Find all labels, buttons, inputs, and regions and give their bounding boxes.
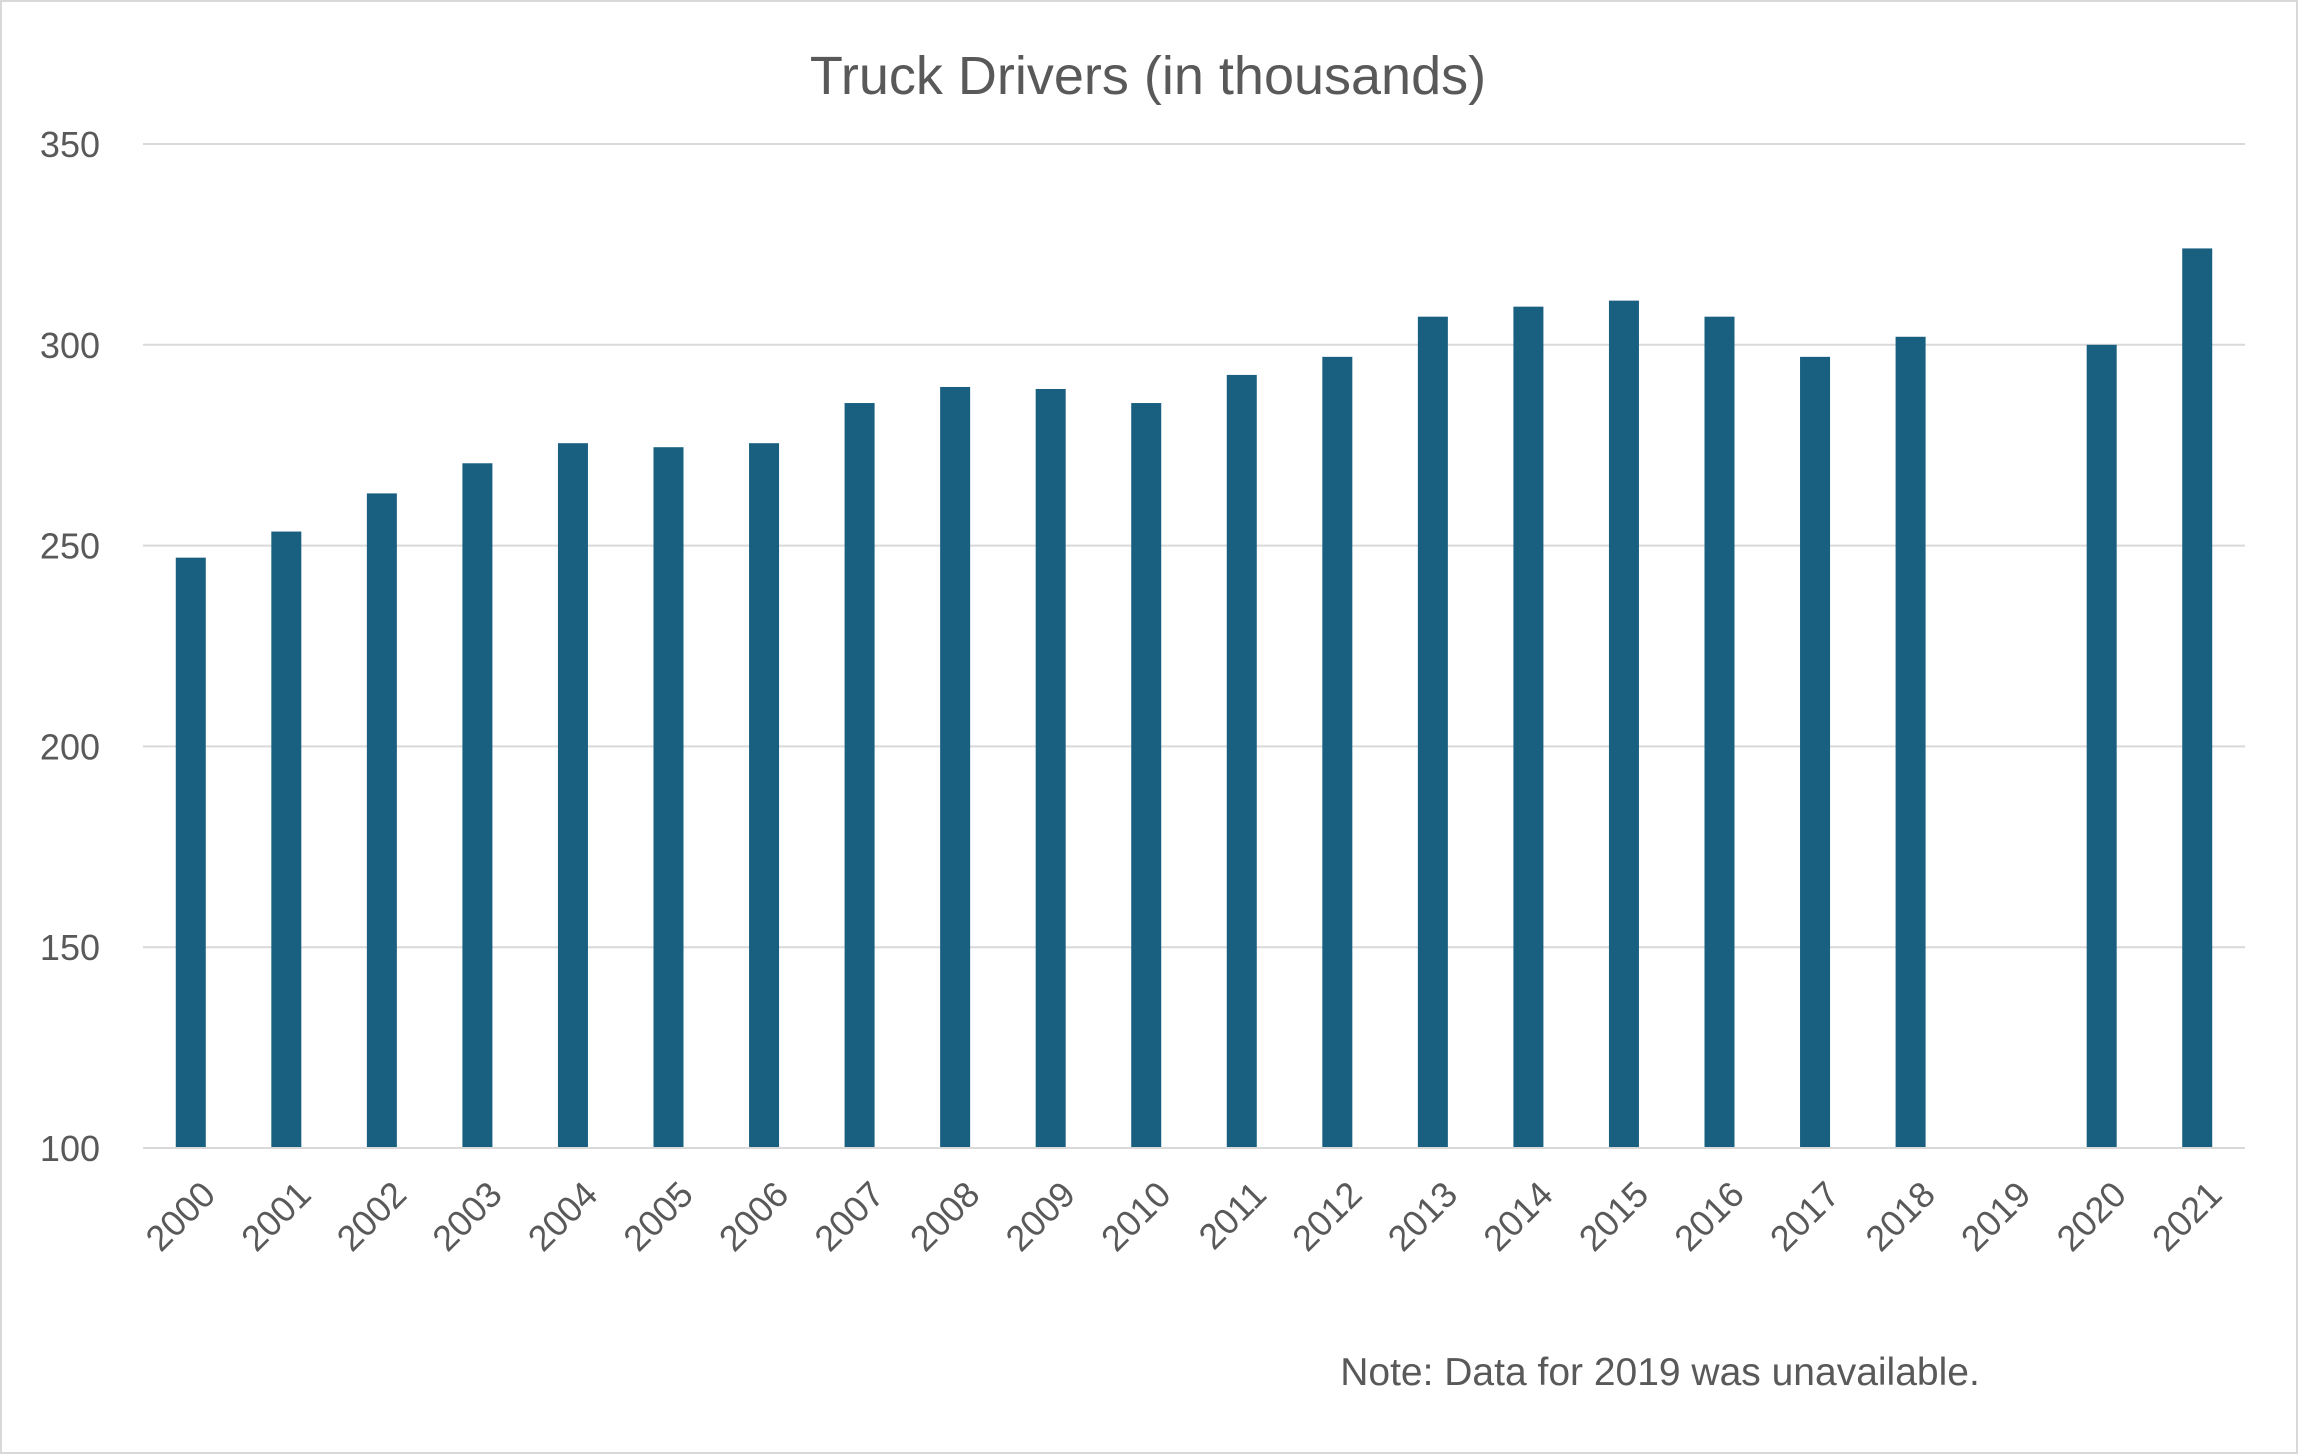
x-tick-label: 2003 bbox=[424, 1173, 510, 1259]
y-tick-label: 150 bbox=[40, 927, 100, 968]
y-tick-label: 100 bbox=[40, 1128, 100, 1169]
bar-2018 bbox=[1895, 336, 1926, 1148]
bar-2001 bbox=[271, 531, 302, 1148]
x-tick-label: 2009 bbox=[997, 1173, 1083, 1259]
bar-2004 bbox=[557, 443, 588, 1148]
bar-2010 bbox=[1131, 403, 1162, 1149]
bar-2008 bbox=[940, 386, 971, 1148]
x-tick-label: 2018 bbox=[1857, 1173, 1943, 1259]
bar-2000 bbox=[175, 557, 206, 1148]
x-tick-label: 2016 bbox=[1666, 1173, 1752, 1259]
bar-2021 bbox=[2182, 248, 2213, 1148]
bar-2007 bbox=[844, 403, 875, 1149]
chart-note: Note: Data for 2019 was unavailable. bbox=[1340, 1351, 1980, 1394]
y-tick-label: 350 bbox=[40, 124, 100, 165]
x-tick-label: 2005 bbox=[615, 1173, 701, 1259]
x-tick-label: 2008 bbox=[902, 1173, 988, 1259]
y-tick-label: 200 bbox=[40, 726, 100, 767]
x-tick-label: 2015 bbox=[1571, 1173, 1657, 1259]
x-tick-label: 2019 bbox=[1953, 1173, 2039, 1259]
bar-2005 bbox=[653, 447, 684, 1148]
x-tick-label: 2020 bbox=[2048, 1173, 2134, 1259]
x-tick-label: 2004 bbox=[520, 1173, 606, 1259]
bar-2003 bbox=[462, 463, 493, 1149]
x-tick-label: 2012 bbox=[1284, 1173, 1370, 1259]
x-tick-label: 2021 bbox=[2144, 1173, 2230, 1259]
x-tick-label: 2007 bbox=[806, 1173, 892, 1259]
x-tick-label: 2014 bbox=[1475, 1173, 1561, 1259]
bar-2009 bbox=[1035, 388, 1066, 1148]
bar-2014 bbox=[1513, 306, 1544, 1148]
bar-2020 bbox=[2086, 344, 2117, 1148]
y-axis-ticks: 100 150 200 250 300 350 bbox=[40, 124, 100, 1169]
bar-2002 bbox=[366, 493, 397, 1149]
bar-2012 bbox=[1322, 356, 1353, 1148]
y-tick-label: 300 bbox=[40, 325, 100, 366]
x-tick-label: 2000 bbox=[137, 1173, 223, 1259]
bar-2011 bbox=[1226, 374, 1257, 1148]
bars bbox=[175, 248, 2213, 1149]
bar-2016 bbox=[1704, 316, 1735, 1148]
bar-2017 bbox=[1800, 356, 1831, 1148]
bar-2015 bbox=[1608, 300, 1639, 1148]
bar-2006 bbox=[749, 443, 780, 1148]
x-tick-label: 2006 bbox=[711, 1173, 797, 1259]
gridlines bbox=[143, 143, 2245, 949]
bar-2013 bbox=[1417, 316, 1448, 1148]
x-tick-label: 2013 bbox=[1380, 1173, 1466, 1259]
x-tick-label: 2011 bbox=[1190, 1173, 1274, 1257]
x-axis-ticks: 2000 2001 2002 2003 2004 2005 2006 2007 2008 2009… bbox=[137, 1173, 2229, 1259]
x-tick-label: 2002 bbox=[329, 1173, 415, 1259]
x-tick-label: 2010 bbox=[1093, 1173, 1179, 1259]
chart-title: Truck Drivers (in thousands) bbox=[810, 46, 1486, 106]
x-tick-label: 2001 bbox=[233, 1173, 319, 1259]
x-tick-label: 2017 bbox=[1762, 1173, 1848, 1259]
y-tick-label: 250 bbox=[40, 526, 100, 567]
